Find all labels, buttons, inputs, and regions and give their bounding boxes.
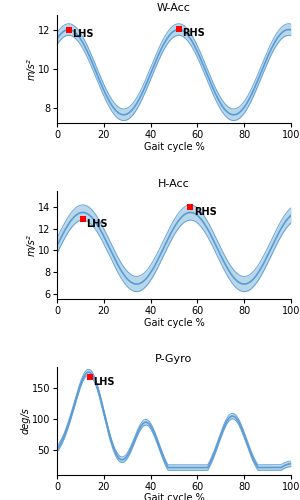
- Text: LHS: LHS: [86, 218, 108, 228]
- Title: W-Acc: W-Acc: [157, 3, 191, 13]
- Text: LHS: LHS: [93, 376, 115, 386]
- Title: H-Acc: H-Acc: [158, 178, 190, 188]
- Title: P-Gyro: P-Gyro: [155, 354, 193, 364]
- Text: RHS: RHS: [182, 28, 205, 38]
- Text: LHS: LHS: [72, 29, 94, 39]
- X-axis label: Gait cycle %: Gait cycle %: [144, 494, 204, 500]
- Y-axis label: m/s²: m/s²: [26, 58, 36, 80]
- Y-axis label: m/s²: m/s²: [26, 234, 36, 256]
- X-axis label: Gait cycle %: Gait cycle %: [144, 318, 204, 328]
- X-axis label: Gait cycle %: Gait cycle %: [144, 142, 204, 152]
- Y-axis label: deg/s: deg/s: [20, 408, 30, 434]
- Text: RHS: RHS: [194, 206, 217, 216]
